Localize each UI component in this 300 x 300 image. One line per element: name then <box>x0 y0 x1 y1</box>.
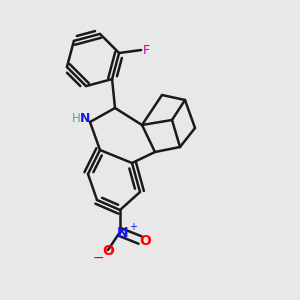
Text: O: O <box>139 234 151 248</box>
Text: −: − <box>92 251 104 265</box>
Text: +: + <box>129 222 137 232</box>
Text: H: H <box>72 112 80 125</box>
Text: N: N <box>80 112 90 125</box>
Text: O: O <box>102 244 114 258</box>
Text: F: F <box>143 44 150 56</box>
Text: N: N <box>117 226 129 240</box>
